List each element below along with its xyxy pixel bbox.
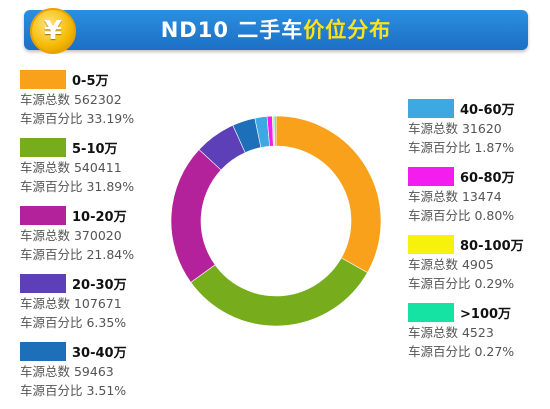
legend-label: 10-20万 xyxy=(72,209,127,225)
legend-item: 30-40万车源总数 59463 车源百分比 3.51% xyxy=(20,340,190,400)
legend-swatch xyxy=(20,137,66,157)
legend-item: 0-5万车源总数 562302 车源百分比 33.19% xyxy=(20,68,190,128)
legend-label: 20-30万 xyxy=(72,277,127,293)
legend-head: 20-30万 xyxy=(20,272,190,294)
legend-swatch xyxy=(20,341,66,361)
legend-head: 5-10万 xyxy=(20,136,190,158)
donut-slice-1 xyxy=(190,257,368,327)
legend-percent: 车源百分比 0.29% xyxy=(408,276,515,291)
legend-count: 车源总数 370020 xyxy=(20,228,122,243)
legend-item: 10-20万车源总数 370020 车源百分比 21.84% xyxy=(20,204,190,264)
coin-symbol: ¥ xyxy=(43,16,63,46)
legend-swatch xyxy=(408,302,454,322)
legend-swatch xyxy=(20,69,66,89)
legend-item: 5-10万车源总数 540411 车源百分比 31.89% xyxy=(20,136,190,196)
legend-head: 60-80万 xyxy=(408,165,550,187)
legend-swatch xyxy=(20,205,66,225)
legend-swatch xyxy=(408,234,454,254)
legend-label: 80-100万 xyxy=(460,238,524,254)
legend-count: 车源总数 562302 xyxy=(20,92,122,107)
legend-swatch xyxy=(408,98,454,118)
legend-item: 60-80万车源总数 13474 车源百分比 0.80% xyxy=(408,165,550,225)
legend-item: >100万车源总数 4523 车源百分比 0.27% xyxy=(408,301,550,361)
legend-percent: 车源百分比 3.51% xyxy=(20,383,127,398)
legend-percent: 车源百分比 6.35% xyxy=(20,315,127,330)
chart-title: ND10 二手车价位分布 xyxy=(24,10,528,50)
legend-item: 40-60万车源总数 31620 车源百分比 1.87% xyxy=(408,97,550,157)
legend-percent: 车源百分比 0.27% xyxy=(408,344,515,359)
legend-count: 车源总数 31620 xyxy=(408,121,502,136)
legend-label: 0-5万 xyxy=(72,73,109,89)
legend-label: 40-60万 xyxy=(460,102,515,118)
legend-count: 车源总数 59463 xyxy=(20,364,114,379)
legend-label: 5-10万 xyxy=(72,141,118,157)
legend-head: >100万 xyxy=(408,301,550,323)
legend-percent: 车源百分比 0.80% xyxy=(408,208,515,223)
donut-slice-8 xyxy=(273,115,277,147)
legend-count: 车源总数 13474 xyxy=(408,189,502,204)
title-banner: ND10 二手车价位分布 xyxy=(24,10,528,50)
legend-count: 车源总数 4523 xyxy=(408,325,494,340)
legend-head: 30-40万 xyxy=(20,340,190,362)
legend-label: 30-40万 xyxy=(72,345,127,361)
legend-head: 10-20万 xyxy=(20,204,190,226)
legend-count: 车源总数 540411 xyxy=(20,160,122,175)
legend-label: 60-80万 xyxy=(460,170,515,186)
legend-percent: 车源百分比 33.19% xyxy=(20,111,135,126)
legend-percent: 车源百分比 21.84% xyxy=(20,247,135,262)
legend-swatch xyxy=(408,166,454,186)
legend-item: 20-30万车源总数 107671 车源百分比 6.35% xyxy=(20,272,190,332)
legend-percent: 车源百分比 31.89% xyxy=(20,179,135,194)
legend-count: 车源总数 107671 xyxy=(20,296,122,311)
legend-head: 0-5万 xyxy=(20,68,190,90)
legend-label: >100万 xyxy=(460,306,512,322)
legend-percent: 车源百分比 1.87% xyxy=(408,140,515,155)
legend-count: 车源总数 4905 xyxy=(408,257,494,272)
title-highlight: 价位分布 xyxy=(303,18,392,42)
yuan-coin-icon: ¥ xyxy=(30,8,76,54)
legend-item: 80-100万车源总数 4905 车源百分比 0.29% xyxy=(408,233,550,293)
donut-slice-0 xyxy=(275,115,382,274)
legend-swatch xyxy=(20,273,66,293)
title-prefix: ND10 二手车 xyxy=(160,18,304,42)
legend-head: 40-60万 xyxy=(408,97,550,119)
legend-head: 80-100万 xyxy=(408,233,550,255)
